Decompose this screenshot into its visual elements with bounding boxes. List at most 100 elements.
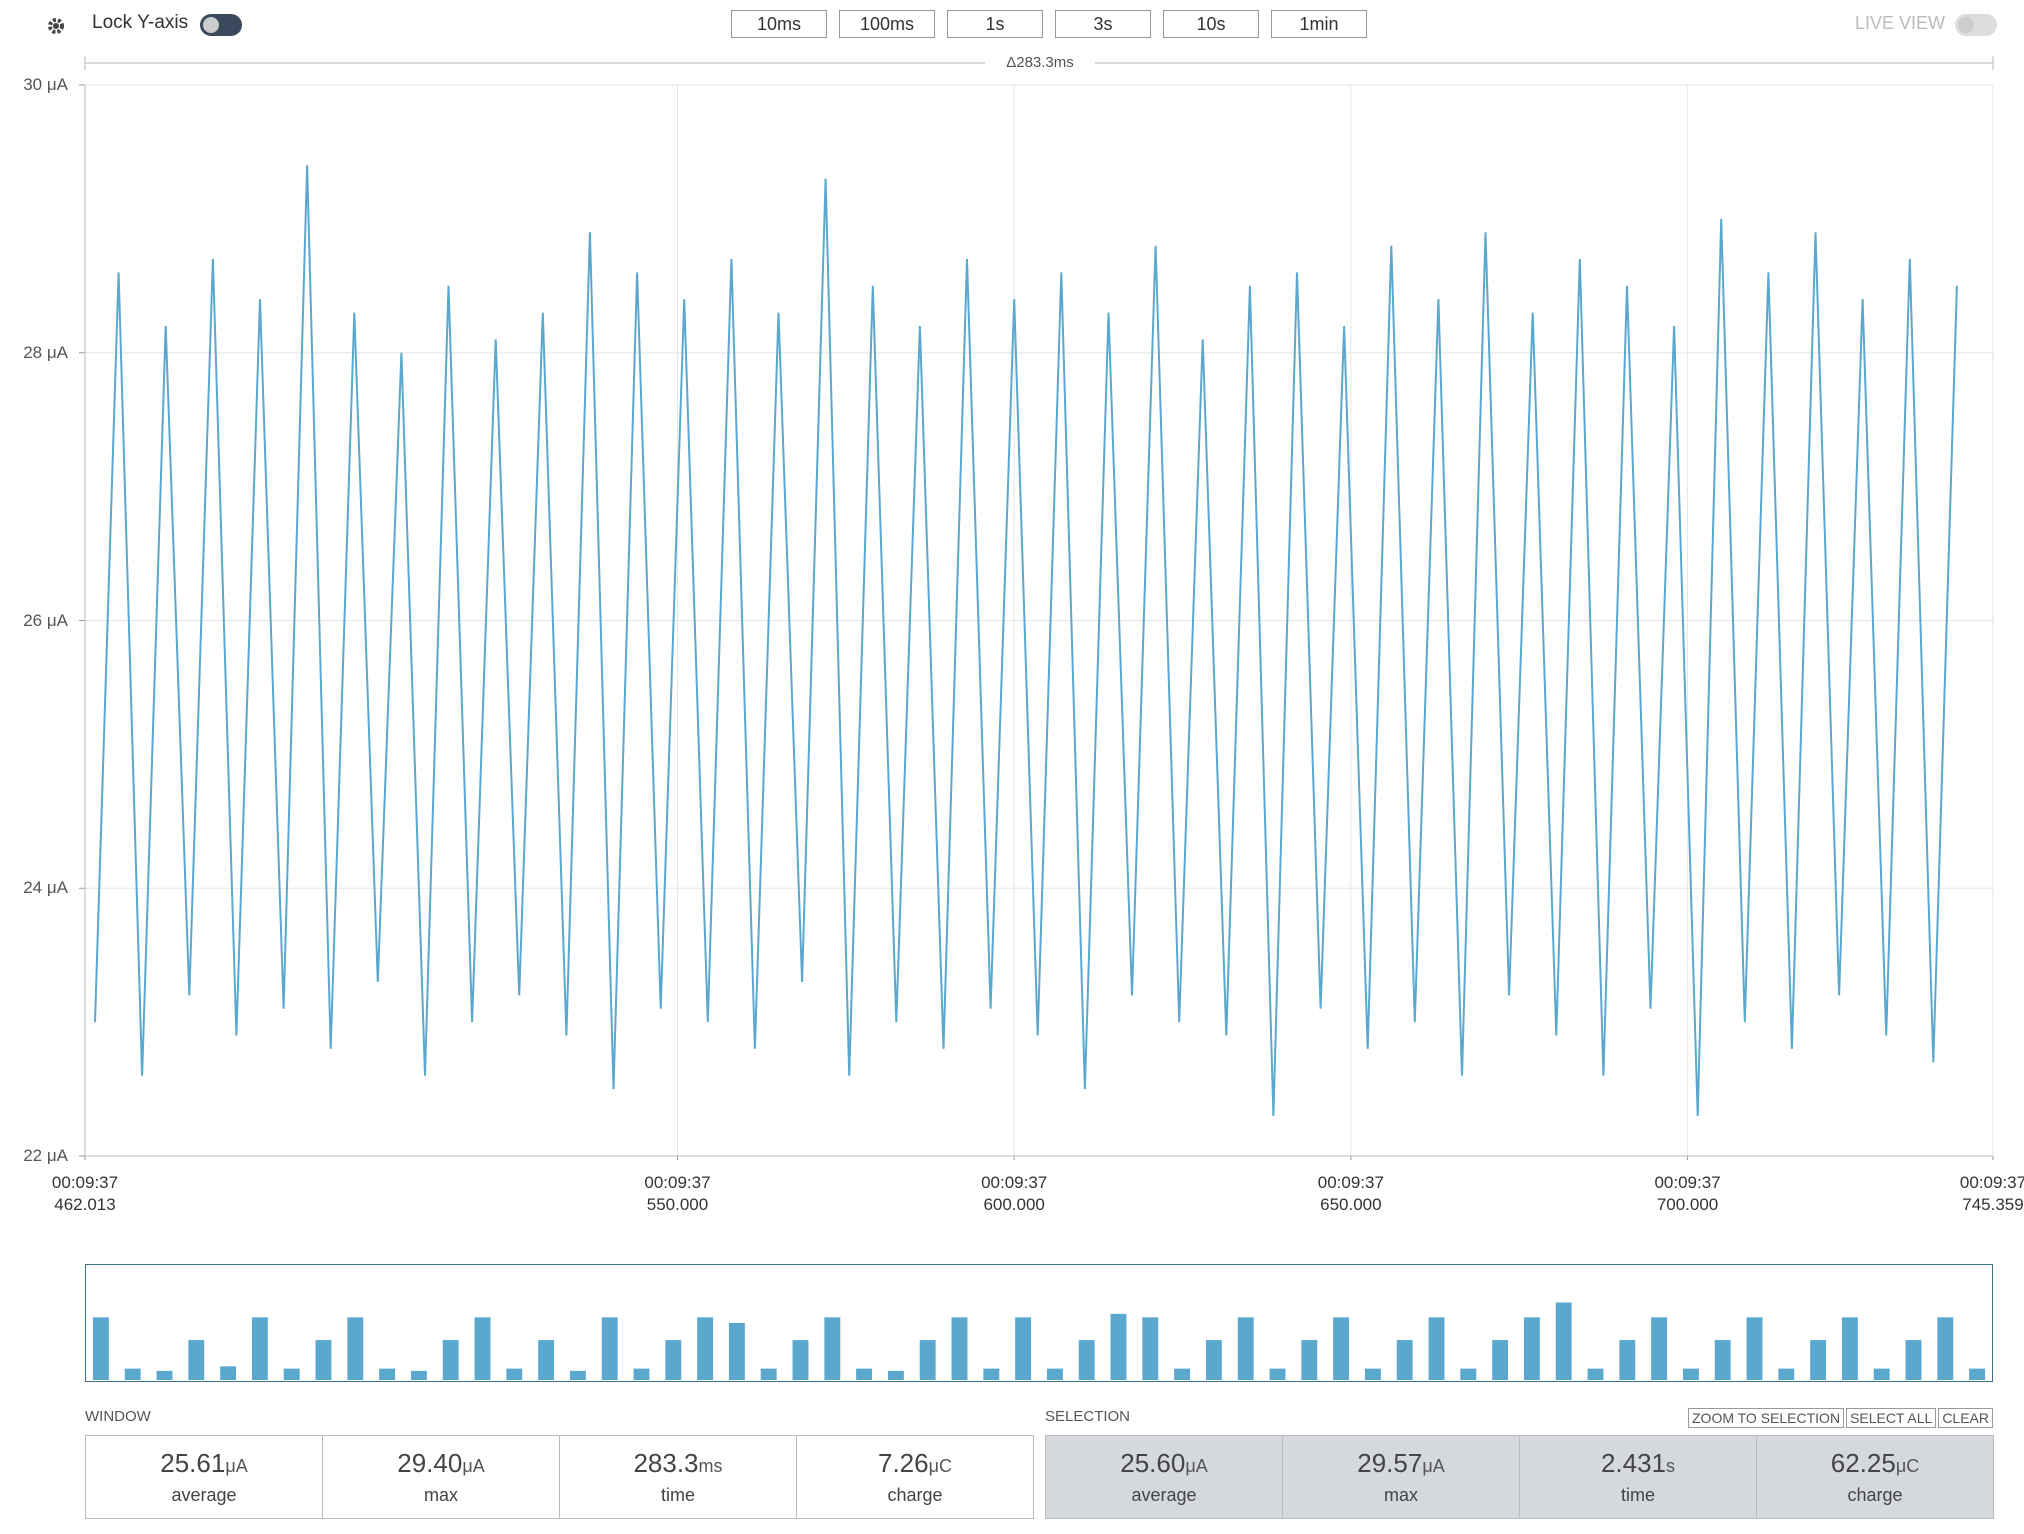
settings-icon[interactable] <box>46 16 66 36</box>
x-tick-label: 00:09:37 650.000 <box>1317 1173 1384 1214</box>
overview-bar <box>1682 1368 1699 1380</box>
stat-value-line: 29.40μA <box>397 1448 484 1479</box>
stat-card: 2.431s time <box>1519 1435 1757 1519</box>
stat-value-line: 25.60μA <box>1120 1448 1207 1479</box>
overview-bar <box>379 1368 396 1380</box>
stat-unit: μA <box>462 1456 485 1476</box>
stat-value: 25.61 <box>160 1448 226 1478</box>
selection-button[interactable]: SELECT ALL <box>1846 1408 1937 1428</box>
stat-card: 25.60μA average <box>1045 1435 1283 1519</box>
overview-bar <box>538 1340 555 1380</box>
overview-bar <box>1046 1368 1063 1380</box>
stat-value: 29.40 <box>397 1448 463 1478</box>
selection-button[interactable]: CLEAR <box>1938 1408 1993 1428</box>
lock-toggle[interactable] <box>200 14 242 36</box>
selection-title: SELECTION <box>1045 1408 1131 1425</box>
overview-bar <box>1937 1317 1954 1380</box>
stat-label: charge <box>1847 1485 1903 1505</box>
stat-card: 7.26μC charge <box>796 1435 1034 1519</box>
selection-buttons: ZOOM TO SELECTION SELECT ALL CLEAR <box>1686 1408 1993 1428</box>
stat-value-line: 25.61μA <box>160 1448 247 1479</box>
stat-value-line: 283.3ms <box>633 1448 722 1479</box>
overview-bar <box>1651 1317 1668 1380</box>
overview-bar <box>315 1340 332 1380</box>
overview-bar <box>1841 1317 1858 1380</box>
selection-button[interactable]: ZOOM TO SELECTION <box>1688 1408 1845 1428</box>
stat-value-line: 62.25μC <box>1831 1448 1919 1479</box>
x-tick-label: 00:09:37 600.000 <box>981 1173 1048 1214</box>
stat-value: 29.57 <box>1357 1448 1423 1478</box>
overview-bar <box>728 1323 745 1380</box>
overview-bar <box>347 1317 364 1380</box>
stat-card: 29.57μA max <box>1282 1435 1520 1519</box>
stat-unit: μA <box>1185 1456 1208 1476</box>
stat-label: average <box>1131 1485 1197 1505</box>
overview-bar <box>569 1370 586 1380</box>
overview-bar <box>283 1368 300 1380</box>
stat-card: 283.3ms time <box>559 1435 797 1519</box>
overview-bar <box>792 1340 809 1380</box>
overview-bar <box>1587 1368 1604 1380</box>
overview-bar <box>1015 1317 1032 1380</box>
overview-bar <box>856 1368 873 1380</box>
overview-bar <box>1523 1317 1540 1380</box>
overview-bar <box>633 1368 650 1380</box>
overview-bar <box>697 1317 714 1380</box>
overview-bar <box>1237 1317 1254 1380</box>
overview-bar <box>1969 1368 1986 1380</box>
overview-bar <box>1078 1340 1095 1380</box>
main-chart <box>79 56 1994 1160</box>
time-button[interactable]: 10s <box>1163 10 1259 38</box>
stat-value: 283.3 <box>633 1448 699 1478</box>
time-button[interactable]: 100ms <box>839 10 935 38</box>
overview-bar <box>220 1366 237 1380</box>
y-tick-label: 26 μA <box>23 610 68 630</box>
selection-stats: 25.60μA average 29.57μA max 2.431s time 62.25μ… <box>1045 1435 1994 1519</box>
overview-bar <box>1333 1317 1350 1380</box>
stat-value: 62.25 <box>1830 1448 1896 1478</box>
overview-bar <box>1142 1317 1159 1380</box>
overview-bar <box>887 1370 904 1380</box>
stat-value-line: 29.57μA <box>1357 1448 1444 1479</box>
x-tick-label: 00:09:37 550.000 <box>644 1173 711 1214</box>
stat-value: 25.60 <box>1120 1448 1186 1478</box>
x-tick-label: 00:09:37 462.013 <box>51 1173 119 1214</box>
overview-bar <box>1873 1368 1890 1380</box>
time-button[interactable]: 3s <box>1055 10 1151 38</box>
overview-frame <box>85 1264 1993 1382</box>
overview-chart[interactable] <box>85 1264 1993 1382</box>
stat-value-line: 2.431s <box>1601 1448 1675 1479</box>
overview-bar <box>1810 1340 1827 1380</box>
overview-bar <box>1778 1368 1795 1380</box>
overview-bar <box>1619 1340 1636 1380</box>
y-tick-label: 28 μA <box>23 342 68 362</box>
overview-bar <box>983 1368 1000 1380</box>
overview-bar <box>951 1317 968 1380</box>
stat-value: 7.26 <box>878 1448 929 1478</box>
overview-bar <box>251 1317 268 1380</box>
overview-bar <box>601 1317 618 1380</box>
overview-bar <box>442 1340 459 1380</box>
overview-bar <box>760 1368 777 1380</box>
stat-label: max <box>1383 1485 1418 1505</box>
time-button[interactable]: 1min <box>1271 10 1367 38</box>
overview-bar <box>92 1317 109 1380</box>
time-button[interactable]: 10ms <box>731 10 827 38</box>
window-stats: 25.61μA average 29.40μA max 283.3ms time 7.26μ… <box>85 1435 1034 1519</box>
overview-bar <box>1492 1340 1509 1380</box>
overview-bar <box>1396 1340 1413 1380</box>
overview-bar <box>919 1340 936 1380</box>
overview-bar <box>1555 1302 1572 1380</box>
lock-label: Lock Y-axis <box>92 12 189 33</box>
stat-label: max <box>423 1485 458 1505</box>
stat-label: average <box>171 1485 237 1505</box>
time-button[interactable]: 1s <box>947 10 1043 38</box>
live-view-toggle[interactable] <box>1955 14 1997 36</box>
stat-unit: μC <box>928 1456 952 1476</box>
x-tick-label: 00:09:37 745.359 <box>1959 1173 2024 1214</box>
y-tick-label: 24 μA <box>23 878 68 898</box>
stat-card: 25.61μA average <box>85 1435 323 1519</box>
overview-bar <box>824 1317 841 1380</box>
stat-card: 62.25μC charge <box>1756 1435 1994 1519</box>
